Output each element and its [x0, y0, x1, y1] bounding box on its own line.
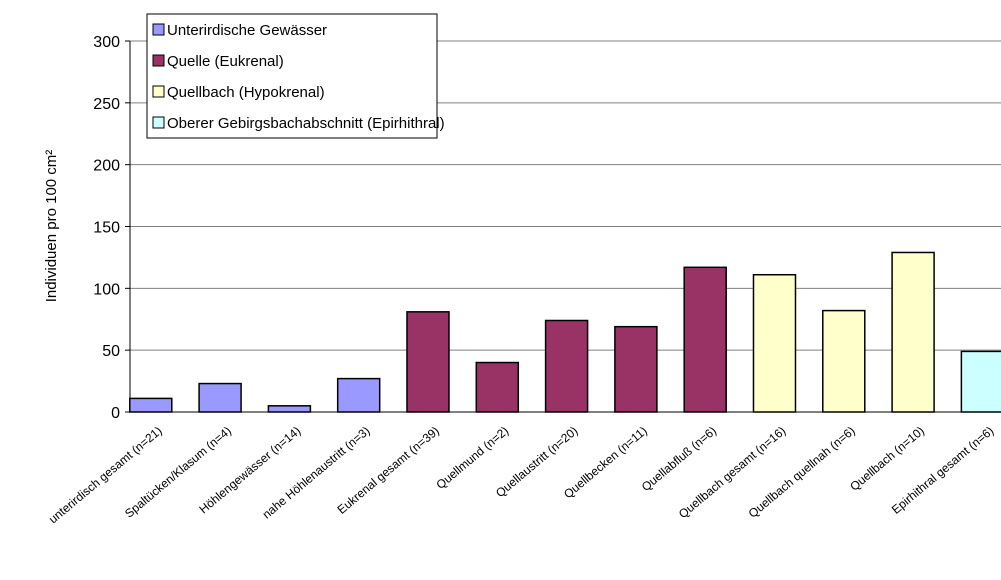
bar	[822, 309, 866, 413]
bar	[683, 266, 727, 413]
legend-label: Quelle (Eukrenal)	[167, 53, 284, 70]
bar	[475, 361, 520, 413]
y-tick-label: 250	[93, 96, 120, 113]
bar	[198, 382, 242, 413]
y-tick-label: 50	[102, 343, 120, 360]
bar	[267, 405, 312, 413]
legend-box	[146, 13, 438, 139]
legend-swatch	[152, 116, 165, 129]
legend-swatch	[152, 85, 165, 98]
x-tick-label: Quellmund (n=2)	[433, 424, 511, 492]
y-tick-label: 300	[93, 34, 120, 51]
bar	[336, 377, 381, 413]
bar	[960, 350, 1001, 413]
y-tick-label: 150	[93, 220, 120, 237]
bar	[544, 319, 589, 413]
legend-swatch	[152, 54, 165, 67]
bar	[891, 251, 935, 413]
bar	[752, 273, 797, 413]
legend-label: Oberer Gebirgsbachabschnitt (Epirhithral…	[167, 115, 445, 132]
legend-label: Unterirdische Gewässer	[167, 22, 327, 39]
x-tick-label: unterirdisch gesamt (n=21)	[46, 424, 165, 527]
y-axis-label: Individuen pro 100 cm²	[43, 150, 60, 303]
legend-label: Quellbach (Hypokrenal)	[167, 84, 325, 101]
bar	[129, 397, 173, 413]
y-tick-label: 0	[111, 405, 120, 422]
legend-swatch	[152, 23, 165, 36]
y-tick-label: 200	[93, 158, 120, 175]
y-tick-label: 100	[93, 281, 120, 298]
bar	[614, 325, 658, 413]
bar	[406, 311, 450, 413]
